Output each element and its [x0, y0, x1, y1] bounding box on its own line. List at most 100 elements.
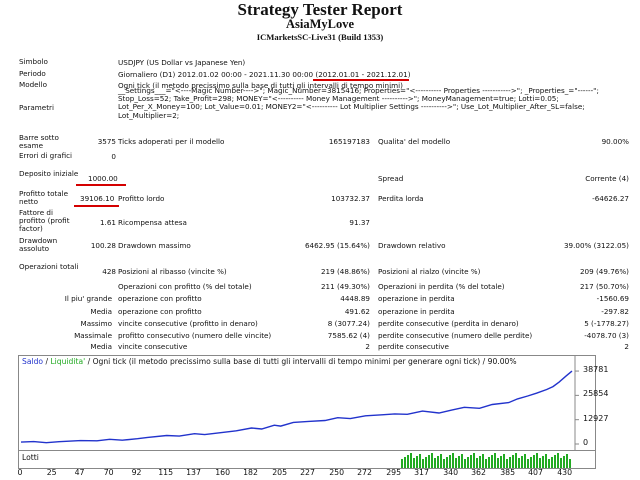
lots-bar — [404, 457, 406, 468]
symbol-label: Simbolo — [19, 57, 48, 66]
x-tick-label: 160 — [215, 468, 231, 477]
x-tick-label: 227 — [300, 468, 315, 477]
lots-chart-svg — [401, 453, 571, 468]
period-text: Giornaliero (D1) 2012.01.02 00:00 - 2021… — [118, 70, 314, 79]
symbol-value: USDJPY (US Dollar vs Japanese Yen) — [118, 58, 246, 67]
lots-bar — [443, 459, 445, 468]
maximal-cw-label: profitto consecutivo (numero delle vinci… — [118, 331, 272, 340]
lots-bar — [563, 456, 565, 468]
dd-max-value: 6462.95 (15.64%) — [304, 241, 370, 250]
lots-bar — [479, 456, 481, 468]
largest-win-value: 4448.89 — [340, 294, 370, 303]
lots-bar — [428, 455, 430, 468]
lots-bar — [536, 453, 538, 468]
x-tick-label: 205 — [272, 468, 288, 477]
lots-bar — [413, 458, 415, 468]
largest-win-label: operazione con profitto — [118, 294, 202, 303]
quality-value: 90.00% — [601, 137, 629, 146]
lots-bar — [464, 459, 466, 468]
short-value: 219 (48.86%) — [320, 267, 370, 276]
lots-bar — [434, 458, 436, 468]
y-tick-label: 38781 — [583, 365, 609, 375]
expected-value: 91.37 — [349, 218, 370, 227]
x-tick-label: 25 — [46, 468, 57, 477]
x-tick-label: 92 — [131, 468, 142, 477]
media-cw-label: vincite consecutive — [118, 342, 188, 351]
lots-bar — [452, 453, 454, 468]
lots-bar — [497, 458, 499, 468]
x-tick-label: 0 — [17, 468, 23, 477]
x-tick-label: 295 — [386, 468, 402, 477]
dd-abs-label: Drawdown assoluto — [19, 236, 58, 253]
lots-bar — [494, 453, 496, 468]
spread-value: Corrente (4) — [585, 174, 629, 183]
x-tick-label: 182 — [243, 468, 258, 477]
x-tick-label: 317 — [414, 468, 429, 477]
x-tick-label: 340 — [443, 468, 459, 477]
long-label: Posizioni al rialzo (vincite %) — [378, 267, 481, 276]
params-value: __Settings___="<----Magic Number---->"; … — [118, 86, 599, 120]
params-label: Parametri — [19, 103, 54, 112]
lots-bar — [476, 458, 478, 468]
spread-label: Spread — [378, 174, 404, 183]
lots-bar — [539, 458, 541, 468]
model-label: Modello — [19, 80, 47, 89]
lots-bar — [422, 459, 424, 468]
trades-label: Operazioni totali — [19, 262, 79, 271]
lots-bar — [515, 453, 517, 468]
lots-bar — [449, 455, 451, 468]
y-tick-label: 12927 — [583, 413, 609, 423]
lots-bar — [509, 457, 511, 468]
trades-value: 428 — [102, 267, 116, 276]
lots-bar — [560, 458, 562, 468]
long-value: 209 (49.76%) — [579, 267, 629, 276]
lots-bar — [524, 454, 526, 468]
lots-bar — [506, 459, 508, 468]
x-tick-label: 250 — [329, 468, 345, 477]
legend-saldo: Saldo — [22, 357, 44, 366]
max-label: Massimo — [80, 319, 113, 328]
lots-bar — [467, 457, 469, 468]
net-underline — [74, 205, 119, 207]
period-range: (2012.01.01 - 2021.12.01) — [315, 70, 411, 79]
expected-label: Ricompensa attesa — [118, 218, 187, 227]
lots-bar — [473, 453, 475, 468]
lots-bar — [488, 457, 490, 468]
avg-win-label: operazione con profitto — [118, 307, 202, 316]
x-tick-label: 47 — [74, 468, 85, 477]
lots-bar — [527, 459, 529, 468]
chart-legend: Saldo / Liquidita' / Ogni tick (il metod… — [22, 357, 517, 366]
lots-bar — [521, 456, 523, 468]
x-tick-label: 115 — [158, 468, 174, 477]
lots-bar — [569, 459, 571, 468]
max-cw-value: 8 (3077.24) — [327, 319, 370, 328]
gross-profit-label: Profitto lordo — [118, 194, 165, 203]
dd-rel-label: Drawdown relativo — [378, 241, 446, 250]
model-value: Ogni tick (il metodo precissimo sulla ba… — [118, 81, 403, 90]
lots-bar — [557, 453, 559, 468]
legend-liquidity: Liquidita' — [50, 357, 86, 366]
lots-bar — [440, 454, 442, 468]
legend-description: / Ogni tick (il metodo precissimo sulla … — [85, 357, 517, 366]
ticks-label: Ticks adoperati per il modello — [118, 137, 225, 146]
x-tick-label: 70 — [103, 468, 114, 477]
deposit-value: 1000.00 — [88, 174, 118, 183]
gross-loss-value: -64626.27 — [592, 194, 629, 203]
deposit-underline — [76, 184, 126, 186]
lots-bar — [419, 454, 421, 468]
expert-name: AsiaMyLove — [285, 17, 355, 31]
dd-max-label: Drawdown massimo — [118, 241, 191, 250]
win-label: Operazioni con profitto (% del totale) — [118, 282, 252, 291]
ticks-value: 165197183 — [328, 137, 370, 146]
balance-chart-svg — [20, 356, 579, 451]
y-tick-label: 25854 — [583, 389, 609, 399]
x-axis: 0 25 47 70 92 115 137 160 182 205 227 250 272 295 317 3… — [0, 467, 640, 479]
lots-bar — [425, 457, 427, 468]
lots-bar — [455, 458, 457, 468]
lots-bar — [518, 458, 520, 468]
legend-separator: / — [43, 357, 51, 366]
x-tick-label: 272 — [357, 468, 372, 477]
lots-bar — [461, 454, 463, 468]
lots-bar — [503, 454, 505, 468]
largest-loss-label: operazione in perdita — [378, 294, 455, 303]
